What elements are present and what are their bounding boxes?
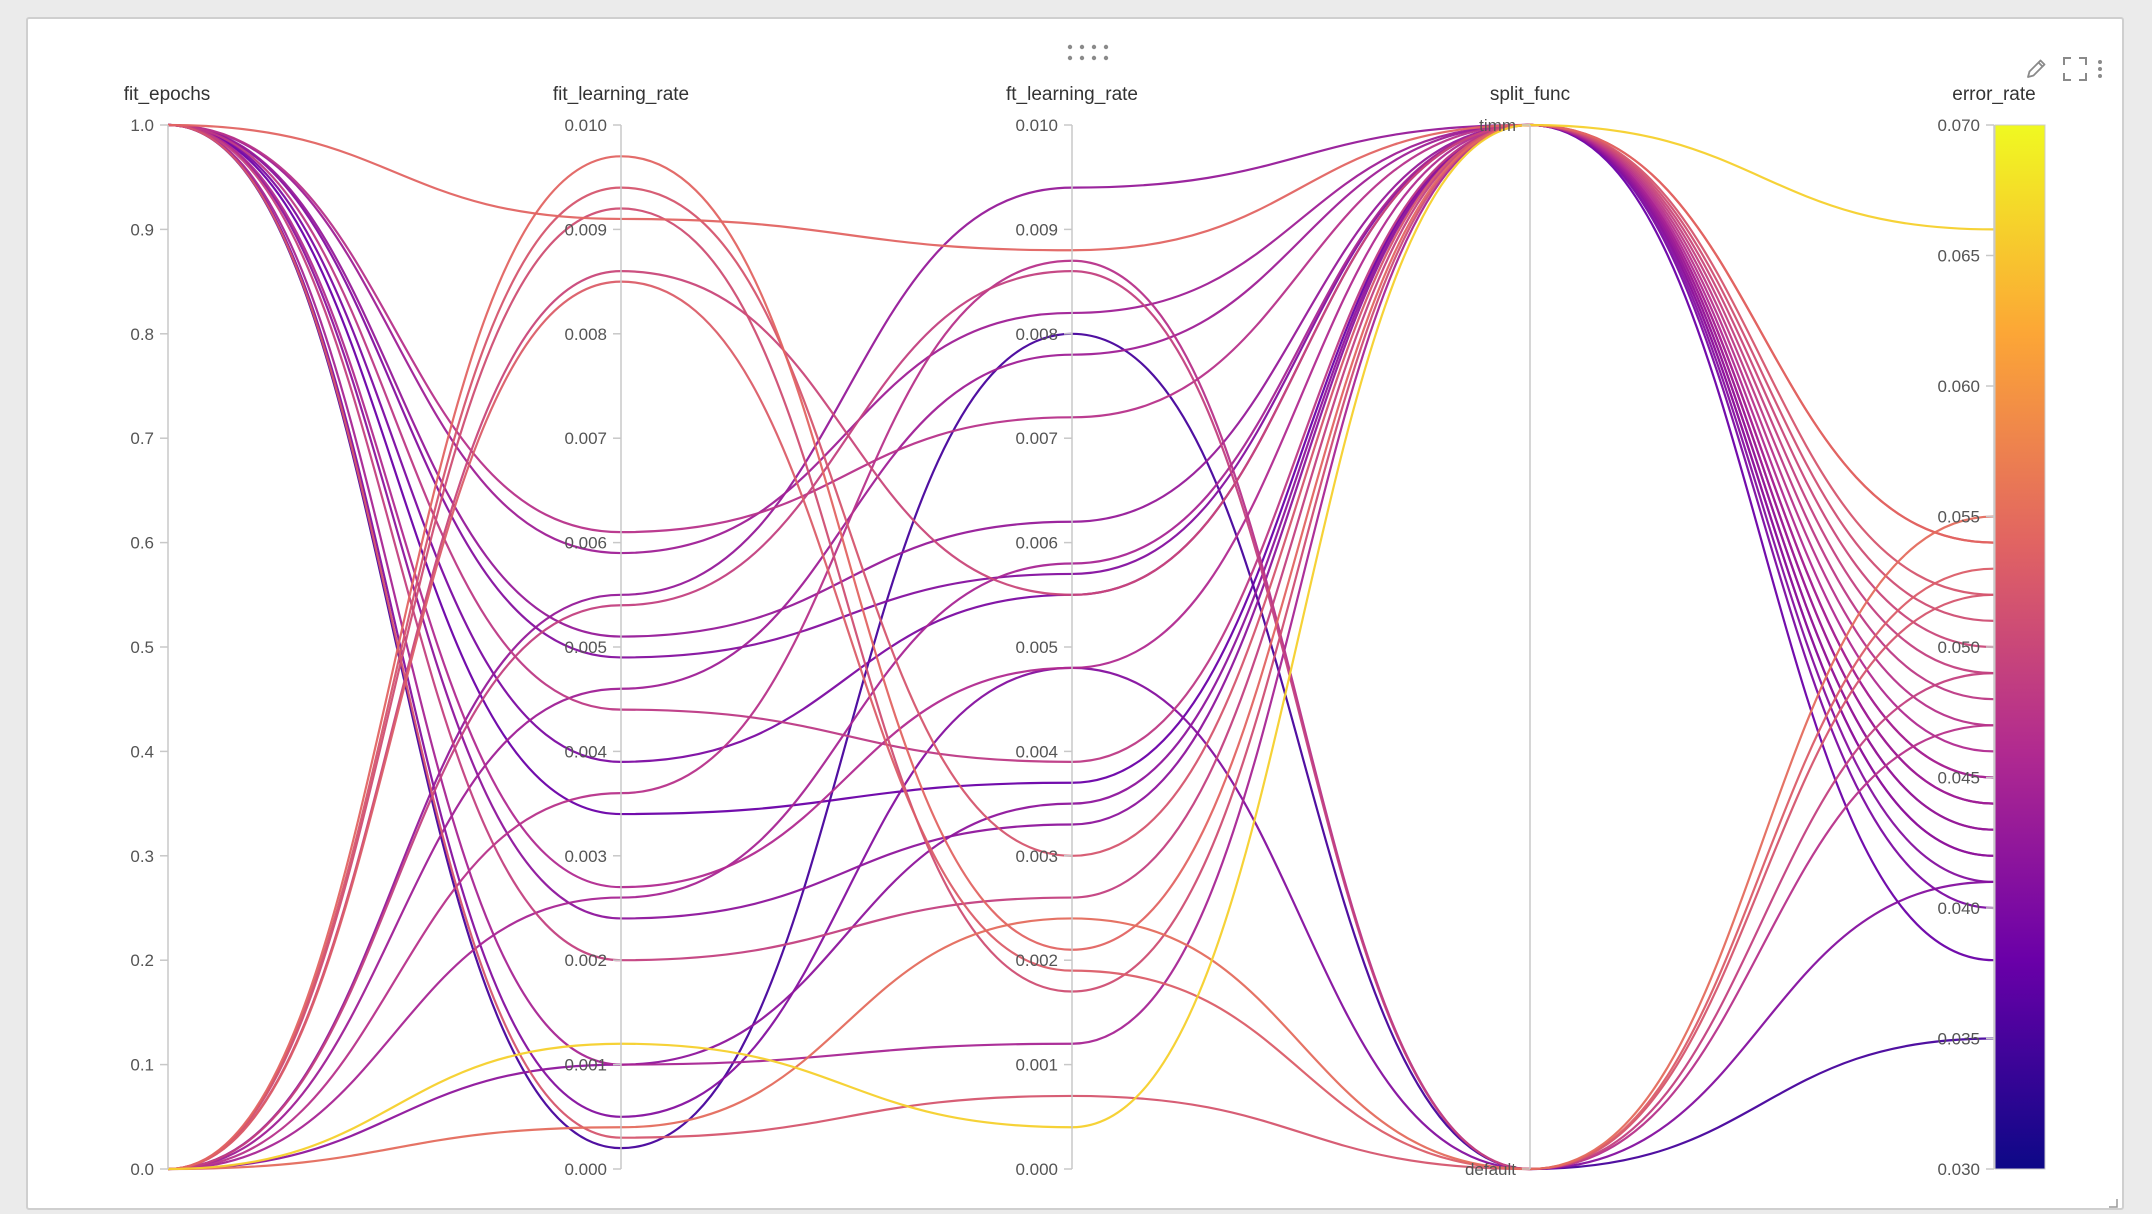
tick-label: 0.006	[564, 534, 607, 553]
chart-panel: fit_epochs 0.0 0.1 0.2 0.3 0.4 0.5 0.6 0.7 0.8 0.9…	[26, 17, 2124, 1210]
run-line[interactable]	[167, 123, 1995, 1171]
run-line[interactable]	[167, 123, 1995, 727]
tick-label: 0.060	[1937, 377, 1980, 396]
run-line[interactable]	[167, 123, 1995, 1171]
run-line[interactable]	[167, 259, 1995, 1171]
run-line[interactable]	[167, 123, 1995, 1171]
run-line[interactable]	[167, 123, 1995, 1171]
run-line[interactable]	[167, 123, 1995, 1171]
tick-label: 0.050	[1937, 638, 1980, 657]
tick-label: 0.1	[130, 1056, 154, 1075]
tick-label: 0.8	[130, 325, 154, 344]
run-line[interactable]	[167, 270, 1995, 1171]
run-line[interactable]	[167, 123, 1995, 1171]
tick-label: 0.001	[1015, 1056, 1058, 1075]
colorbar-outline	[1994, 124, 2046, 1170]
tick-label: 0.040	[1937, 899, 1980, 918]
tick-label: 0.000	[564, 1160, 607, 1179]
run-line[interactable]	[167, 123, 1995, 883]
tick-label: 0.030	[1937, 1160, 1980, 1179]
tick-label: 0.009	[564, 220, 607, 239]
run-line[interactable]	[167, 123, 1995, 962]
run-line[interactable]	[167, 123, 1995, 1171]
axis-fit-epochs[interactable]: fit_epochs 0.0 0.1 0.2 0.3 0.4 0.5 0.6 0.7 0.8 0.9…	[124, 84, 211, 1179]
tick-label: 0.006	[1015, 534, 1058, 553]
axis-title: ft_learning_rate	[1006, 84, 1138, 105]
tick-label: 0.045	[1937, 769, 1980, 788]
kebab-menu-icon[interactable]	[2088, 51, 2112, 87]
run-line[interactable]	[167, 280, 1995, 1171]
tick-label: 0.010	[564, 116, 607, 135]
tick-label: 0.055	[1937, 508, 1980, 527]
tick-label: 0.003	[1015, 847, 1058, 866]
tick-label: 0.000	[1015, 1160, 1058, 1179]
axis-title: fit_epochs	[124, 84, 211, 105]
tick-label: 0.008	[564, 325, 607, 344]
run-line[interactable]	[167, 515, 1995, 1171]
lines-layer	[167, 123, 1995, 1171]
run-line[interactable]	[167, 123, 1995, 1171]
tick-label: 0.003	[564, 847, 607, 866]
run-line[interactable]	[167, 123, 1995, 831]
tick-label: 0.070	[1937, 116, 1980, 135]
tick-label: 0.065	[1937, 247, 1980, 266]
tick-label: 0.004	[1015, 742, 1058, 761]
colorbar	[1995, 125, 2045, 1169]
tick-label: 0.007	[564, 429, 607, 448]
tick-label: 0.7	[130, 429, 154, 448]
tick-label: 0.0	[130, 1160, 154, 1179]
fullscreen-icon[interactable]	[2057, 51, 2093, 87]
axis-ft-learning-rate[interactable]: ft_learning_rate 0.000 0.001 0.002 0.003 0.00…	[1006, 84, 1138, 1179]
axes-layer: fit_epochs 0.0 0.1 0.2 0.3 0.4 0.5 0.6 0.7 0.8 0.9…	[124, 84, 2046, 1179]
tick-label: 0.007	[1015, 429, 1058, 448]
tick-label: 0.5	[130, 638, 154, 657]
axis-title: error_rate	[1952, 84, 2035, 105]
tick-label: 0.010	[1015, 116, 1058, 135]
run-line[interactable]	[167, 123, 1995, 1171]
tick-label: 0.4	[130, 742, 154, 761]
tick-label: timm	[1479, 116, 1516, 135]
tick-label: 0.008	[1015, 325, 1058, 344]
drag-handle-icon[interactable]	[1058, 39, 1118, 67]
axis-error-rate[interactable]: error_rate 0.030 0.035 0.040 0.045 0.050 0.055…	[1937, 84, 2046, 1179]
run-line[interactable]	[167, 123, 1995, 1171]
run-line[interactable]	[167, 123, 1995, 889]
run-line[interactable]	[167, 123, 1995, 962]
tick-label: 0.6	[130, 534, 154, 553]
tick-label: 0.2	[130, 951, 154, 970]
tick-label: 0.035	[1937, 1030, 1980, 1049]
tick-label: 0.9	[130, 220, 154, 239]
tick-label: 0.009	[1015, 220, 1058, 239]
axis-title: fit_learning_rate	[553, 84, 689, 105]
tick-label: 0.001	[564, 1056, 607, 1075]
tick-label: default	[1465, 1160, 1516, 1179]
tick-label: 1.0	[130, 116, 154, 135]
run-line[interactable]	[167, 123, 1995, 910]
tick-label: 0.002	[1015, 951, 1058, 970]
resize-handle-icon[interactable]	[2108, 1195, 2118, 1208]
tick-label: 0.005	[564, 638, 607, 657]
parallel-coordinates-chart: fit_epochs 0.0 0.1 0.2 0.3 0.4 0.5 0.6 0.7 0.8 0.9…	[124, 84, 2046, 1179]
run-line[interactable]	[167, 123, 1995, 763]
tick-label: 0.005	[1015, 638, 1058, 657]
axis-fit-learning-rate[interactable]: fit_learning_rate 0.000 0.001 0.002 0.003 0.0…	[553, 84, 689, 1179]
pencil-icon[interactable]	[2018, 51, 2054, 87]
tick-label: 0.002	[564, 951, 607, 970]
run-line[interactable]	[167, 123, 1995, 1171]
tick-label: 0.3	[130, 847, 154, 866]
axis-title: split_func	[1490, 84, 1570, 105]
tick-label: 0.004	[564, 742, 607, 761]
run-line[interactable]	[167, 123, 1995, 1171]
